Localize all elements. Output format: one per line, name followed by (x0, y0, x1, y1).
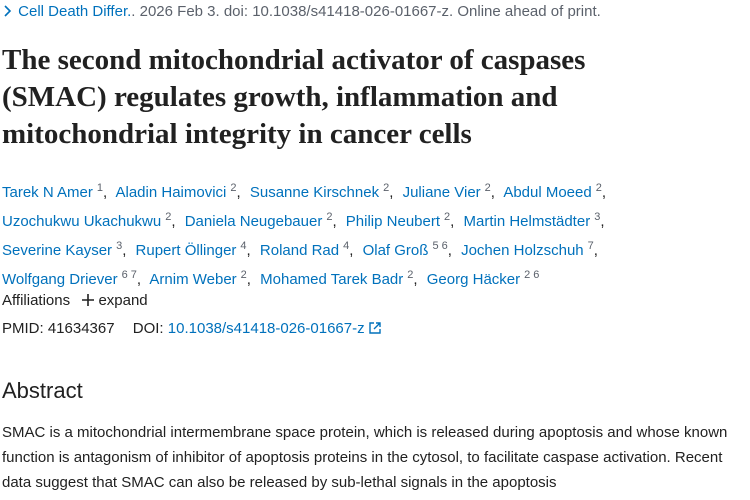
author-list: Tarek N Amer 1, Aladin Haimovici 2, Susann… (2, 176, 682, 292)
separator: , (600, 213, 605, 230)
author: Roland Rad 4, (259, 240, 359, 259)
author: Tarek N Amer 1, (2, 182, 112, 201)
affiliation-number[interactable]: 1 (96, 182, 103, 194)
plus-icon (82, 294, 95, 306)
author-link[interactable]: Aladin Haimovici (115, 184, 227, 201)
abstract-heading: Abstract (2, 378, 83, 403)
affiliation-number[interactable]: 2 (444, 211, 451, 223)
author-link[interactable]: Severine Kayser (2, 242, 113, 259)
author-link[interactable]: Uzochukwu Ukachukwu (2, 213, 162, 230)
affiliation-number[interactable]: 3 (116, 240, 123, 252)
citation: Cell Death Differ.. 2026 Feb 3. doi: 10.… (2, 3, 601, 20)
affiliation-number[interactable]: 6 7 (121, 269, 137, 281)
author: Aladin Haimovici 2, (115, 182, 246, 201)
author: Arnim Weber 2, (149, 269, 256, 288)
separator: , (447, 242, 452, 259)
author-link[interactable]: Georg Häcker (426, 271, 521, 288)
separator: , (413, 271, 418, 288)
author-link[interactable]: Martin Helmstädter (463, 213, 591, 230)
separator: , (102, 184, 108, 201)
author-link[interactable]: Wolfgang Driever (2, 271, 118, 288)
separator: , (236, 184, 241, 201)
author-link[interactable]: Juliane Vier (402, 184, 481, 201)
affiliation-number[interactable]: 2 (383, 182, 390, 194)
affiliation-number[interactable]: 2 6 (524, 269, 540, 281)
affiliation-number[interactable]: 3 (594, 211, 601, 223)
author: Uzochukwu Ukachukwu 2, (2, 211, 181, 230)
expand-button[interactable]: expand (82, 292, 148, 309)
separator: , (122, 242, 127, 259)
doi-label: DOI: (132, 320, 164, 337)
affiliations-label: Affiliations (2, 292, 71, 309)
author-link[interactable]: Philip Neubert (345, 213, 441, 230)
separator: , (171, 213, 176, 230)
author: Severine Kayser 3, (2, 240, 131, 259)
author-link[interactable]: Rupert Öllinger (135, 242, 237, 259)
external-link-icon (369, 322, 381, 334)
author: Martin Helmstädter 3, (463, 211, 609, 230)
author: Daniela Neugebauer 2, (184, 211, 342, 230)
author-link[interactable]: Jochen Holzschuh (461, 242, 584, 259)
affiliation-number[interactable]: 2 (240, 269, 247, 281)
identifiers: PMID: 41634367 DOI: 10.1038/s41418-026-0… (2, 320, 381, 337)
separator: , (136, 271, 142, 288)
separator: , (490, 184, 495, 201)
author: Wolfgang Driever 6 7, (2, 269, 146, 288)
doi-link[interactable]: 10.1038/s41418-026-01667-z (168, 320, 381, 337)
author: Rupert Öllinger 4, (135, 240, 256, 259)
author-link[interactable]: Roland Rad (259, 242, 340, 259)
article-title: The second mitochondrial activator of ca… (2, 44, 586, 150)
journal-link[interactable]: Cell Death Differ. (18, 3, 132, 20)
expand-label: expand (98, 292, 148, 309)
citation-details: . 2026 Feb 3. doi: 10.1038/s41418-026-01… (131, 3, 601, 20)
pmid-label: PMID: (2, 320, 44, 337)
affiliation-number[interactable]: 5 6 (432, 240, 448, 252)
separator: , (389, 184, 394, 201)
affiliation-number[interactable]: 2 (326, 211, 333, 223)
affiliation-number[interactable]: 2 (230, 182, 237, 194)
chevron-icon (4, 5, 12, 17)
separator: , (246, 271, 251, 288)
affiliation-number[interactable]: 2 (165, 211, 172, 223)
author-link[interactable]: Abdul Moeed (503, 184, 592, 201)
author-link[interactable]: Mohamed Tarek Badr (260, 271, 404, 288)
separator: , (450, 213, 455, 230)
author-link[interactable]: Tarek N Amer (2, 184, 93, 201)
separator: , (332, 213, 337, 230)
author-link[interactable]: Arnim Weber (149, 271, 237, 288)
doi-text: 10.1038/s41418-026-01667-z (167, 320, 365, 337)
author: Abdul Moeed 2, (503, 182, 611, 201)
author: Georg Häcker 2 6 (426, 269, 540, 288)
affiliation-number[interactable]: 2 (595, 182, 602, 194)
affiliations: Affiliations expand (2, 292, 148, 309)
separator: , (349, 242, 354, 259)
author: Susanne Kirschnek 2, (249, 182, 399, 201)
affiliation-number[interactable]: 4 (240, 240, 247, 252)
pmid: 41634367 (47, 320, 115, 337)
author: Jochen Holzschuh 7, (461, 240, 603, 259)
affiliation-number[interactable]: 4 (343, 240, 350, 252)
author-link[interactable]: Susanne Kirschnek (249, 184, 380, 201)
author: Juliane Vier 2, (402, 182, 500, 201)
affiliation-number[interactable]: 2 (407, 269, 414, 281)
author: Olaf Groß 5 6, (362, 240, 457, 259)
author: Mohamed Tarek Badr 2, (260, 269, 422, 288)
separator: , (593, 242, 598, 259)
author-link[interactable]: Daniela Neugebauer (184, 213, 323, 230)
affiliation-number[interactable]: 7 (587, 240, 594, 252)
abstract-text: SMAC is a mitochondrial intermembrane sp… (2, 424, 728, 491)
affiliation-number[interactable]: 2 (484, 182, 491, 194)
separator: , (601, 184, 607, 201)
author-link[interactable]: Olaf Groß (362, 242, 429, 259)
author: Philip Neubert 2, (345, 211, 460, 230)
separator: , (246, 242, 251, 259)
